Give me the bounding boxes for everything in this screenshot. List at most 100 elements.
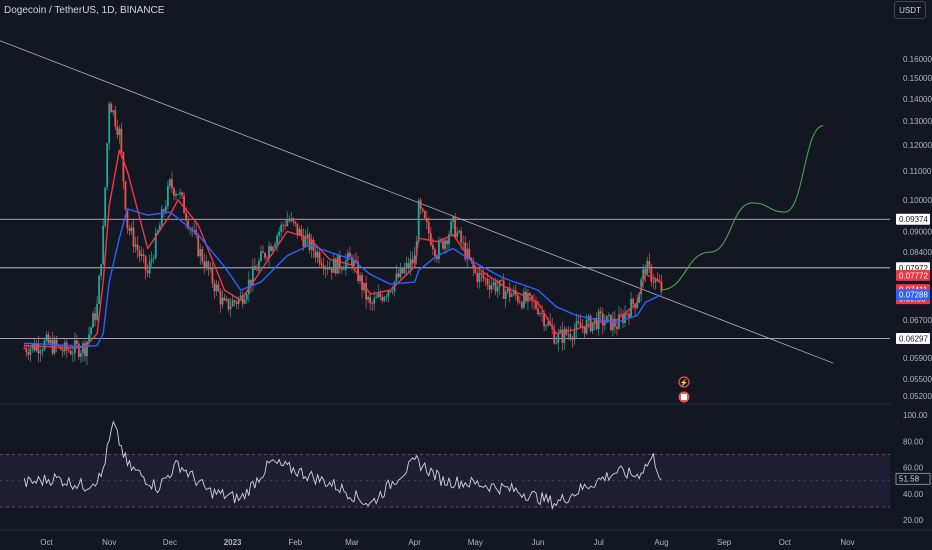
candle-body [496, 287, 499, 292]
candle-body [452, 216, 454, 222]
price-axis-label: 0.08400 [903, 248, 932, 257]
candle-body [100, 264, 103, 276]
candle-body [470, 257, 473, 261]
candle-body [130, 227, 133, 231]
candle-body [478, 272, 481, 283]
candle-body [290, 218, 293, 221]
candle-body [278, 231, 281, 236]
candle-body [237, 298, 240, 304]
price-axis-label: 0.11000 [903, 167, 932, 176]
candle-body [264, 252, 266, 258]
candle-body [488, 284, 491, 290]
candle-body [569, 334, 572, 339]
candle-body [185, 213, 187, 221]
candle-body [622, 314, 624, 324]
candle-body [500, 280, 503, 282]
candle-body [55, 339, 58, 346]
candle-body [260, 251, 262, 261]
candle-body [535, 301, 537, 309]
flag-glyph [681, 394, 687, 400]
candle-body [304, 236, 307, 247]
candle-body [318, 252, 321, 264]
candle-body [253, 266, 256, 270]
candle-body [332, 258, 335, 273]
candle-body [61, 349, 64, 352]
candle-body [399, 267, 402, 278]
price-badge-label: 0.07288 [899, 291, 928, 300]
candle-body [251, 266, 254, 285]
candle-body [389, 291, 392, 292]
currency-button[interactable]: USDT [894, 1, 926, 19]
candle-body [142, 254, 145, 256]
candle-body [213, 282, 216, 292]
candle-body [249, 279, 252, 285]
candle-body [268, 246, 270, 258]
candle-body [328, 268, 331, 270]
price-axis-label: 0.05900 [903, 354, 932, 363]
candle-body [583, 327, 586, 334]
lightning-glyph: ⚡ [680, 378, 689, 387]
candle-body [150, 259, 153, 262]
price-badge-label: 0.06297 [899, 335, 928, 344]
candle-body [227, 298, 230, 310]
candle-body [203, 261, 206, 269]
candle-body [266, 257, 268, 259]
candle-body [365, 282, 368, 300]
candle-body [642, 269, 645, 280]
candle-body [63, 342, 66, 352]
candle-body [235, 302, 238, 304]
candle-body [296, 223, 299, 235]
candle-body [620, 314, 622, 316]
candle-body [518, 301, 521, 303]
candle-body [438, 241, 440, 260]
candle-body [353, 259, 355, 267]
candle-body [444, 240, 446, 249]
candle-body [646, 261, 649, 274]
candle-body [379, 293, 382, 298]
price-badge-label: 0.07772 [899, 271, 928, 280]
price-axis-label: 0.05500 [903, 375, 932, 384]
candle-body [140, 254, 143, 257]
rsi-axis-label: 40.00 [903, 490, 924, 499]
candle-body [90, 327, 92, 335]
time-axis-label: Dec [163, 538, 177, 547]
candle-body [413, 255, 416, 264]
time-axis-label: Apr [408, 538, 421, 547]
rsi-value-badge [895, 472, 931, 485]
candle-body [591, 322, 594, 332]
candle-body [302, 235, 305, 247]
candle-body [537, 308, 539, 315]
candle-body [300, 228, 303, 236]
candle-body [373, 298, 376, 304]
candle-body [375, 297, 378, 299]
candle-body [381, 297, 384, 301]
candle-body [450, 221, 452, 235]
candle-body [634, 304, 637, 309]
candle-body [292, 218, 295, 222]
candle-body [144, 255, 147, 271]
candle-body [77, 344, 80, 357]
candle-body [462, 242, 465, 244]
candle-body [41, 349, 44, 352]
candle-body [648, 261, 651, 267]
price-axis-label: 0.10000 [903, 196, 932, 205]
ma-layer [24, 125, 824, 349]
candle-body [27, 352, 30, 355]
candle-body [561, 329, 564, 343]
candle-body [628, 313, 630, 318]
time-axis-label: 2023 [224, 538, 242, 547]
candle-body [369, 296, 372, 304]
candle-body [71, 353, 74, 355]
candle-body [609, 314, 612, 331]
candle-body [522, 291, 525, 308]
candle-body [308, 234, 311, 250]
candle-body [320, 263, 323, 266]
rsi-axis-label: 80.00 [903, 437, 924, 446]
candle-body [86, 341, 88, 357]
lightning-icon[interactable] [678, 376, 690, 388]
candle-body [169, 179, 171, 187]
icon-layer: ⚡ [678, 376, 690, 403]
candle-body [154, 233, 157, 259]
candle-body [262, 251, 264, 253]
